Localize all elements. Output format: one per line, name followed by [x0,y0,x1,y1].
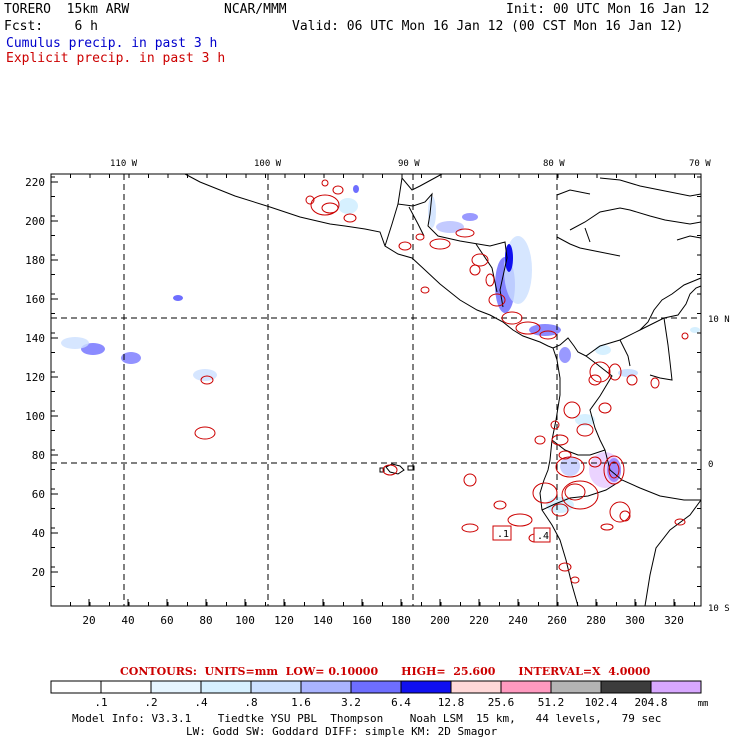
colorbar-swatch [100,680,152,694]
y-tick-20: 20 [32,566,45,579]
colorbar-label-2: .4 [194,696,208,709]
colorbar-swatch [250,680,302,694]
y-tick-140: 140 [25,332,45,345]
model-info-line2: LW: Godd SW: Goddard DIFF: simple KM: 2D… [186,725,498,738]
map-frame [50,173,702,607]
axis-ticks [50,174,701,607]
lon-label-100w: 100 W [254,159,282,169]
colorbar-swatch [500,680,552,694]
lat-label-10s: 10 S [708,604,730,614]
y-tick-labels: 220 200 180 160 140 120 100 80 60 40 20 [25,176,45,579]
x-tick-160: 160 [352,614,372,627]
x-tick-200: 200 [430,614,450,627]
lon-label-90w: 90 W [398,159,420,169]
x-tick-120: 120 [274,614,294,627]
y-tick-160: 160 [25,293,45,306]
colorbar-label-0: .1 [94,696,107,709]
x-tick-20: 20 [82,614,95,627]
forecast-hour: Fcst: 6 h [4,19,98,34]
x-tick-40: 40 [121,614,134,627]
lon-label-80w: 80 W [543,159,565,169]
x-tick-300: 300 [625,614,645,627]
y-tick-100: 100 [25,410,45,423]
colorbar-label-7: 12.8 [438,696,465,709]
colorbar-label-3: .8 [244,696,257,709]
colorbar-label-4: 1.6 [291,696,311,709]
lat-label-10n: 10 N [708,315,730,325]
coastlines [184,173,702,607]
x-tick-60: 60 [160,614,173,627]
x-tick-80: 80 [199,614,212,627]
lat-label-0: 0 [708,460,713,470]
x-tick-260: 260 [547,614,567,627]
y-tick-120: 120 [25,371,45,384]
colorbar-labels: .1 .2 .4 .8 1.6 3.2 6.4 12.8 25.6 51.2 1… [94,696,708,709]
colorbar-unit: mm [698,699,709,709]
y-tick-40: 40 [32,527,45,540]
colorbar-swatch [600,680,652,694]
x-tick-140: 140 [313,614,333,627]
org-label: NCAR/MMM [224,2,287,17]
colorbar-swatch [650,680,702,694]
cumulus-field-label: Cumulus precip. in past 3 h [6,36,218,51]
x-tick-220: 220 [469,614,489,627]
model-title: TORERO 15km ARW [4,2,130,17]
x-tick-320: 320 [664,614,684,627]
explicit-field-label: Explicit precip. in past 3 h [6,51,226,66]
x-tick-180: 180 [391,614,411,627]
colorbar-label-6: 6.4 [391,696,411,709]
colorbar-swatch [150,680,202,694]
x-tick-100: 100 [235,614,255,627]
colorbar-swatch [550,680,602,694]
colorbar [50,680,702,694]
colorbar-label-8: 25.6 [488,696,515,709]
box-label-01: .1 [497,529,509,540]
colorbar-swatch [300,680,352,694]
y-tick-200: 200 [25,215,45,228]
colorbar-swatch [400,680,452,694]
contours-info: CONTOURS: UNITS=mm LOW= 0.10000 HIGH= 25… [120,665,651,678]
colorbar-label-11: 204.8 [634,696,667,709]
lon-label-70w: 70 W [689,159,711,169]
colorbar-label-10: 102.4 [584,696,617,709]
lon-label-110w: 110 W [110,159,138,169]
valid-time: Valid: 06 UTC Mon 16 Jan 12 (00 CST Mon … [292,19,684,34]
y-tick-220: 220 [25,176,45,189]
init-time: Init: 00 UTC Mon 16 Jan 12 [506,2,710,17]
colorbar-swatch [50,680,102,694]
y-tick-180: 180 [25,254,45,267]
colorbar-label-5: 3.2 [341,696,361,709]
x-tick-240: 240 [508,614,528,627]
explicit-precip-contours [194,179,689,584]
model-info-line1: Model Info: V3.3.1 Tiedtke YSU PBL Thomp… [72,712,662,725]
x-tick-280: 280 [586,614,606,627]
colorbar-swatch [200,680,252,694]
y-tick-80: 80 [32,449,45,462]
colorbar-swatch [350,680,402,694]
x-tick-labels: 20 40 60 80 100 120 140 160 180 200 220 … [82,614,684,627]
colorbar-label-1: .2 [144,696,157,709]
box-label-04: .4 [537,531,549,542]
value-boxes: .1 .4 [492,525,551,543]
y-tick-60: 60 [32,488,45,501]
colorbar-label-9: 51.2 [538,696,565,709]
colorbar-swatch [450,680,502,694]
